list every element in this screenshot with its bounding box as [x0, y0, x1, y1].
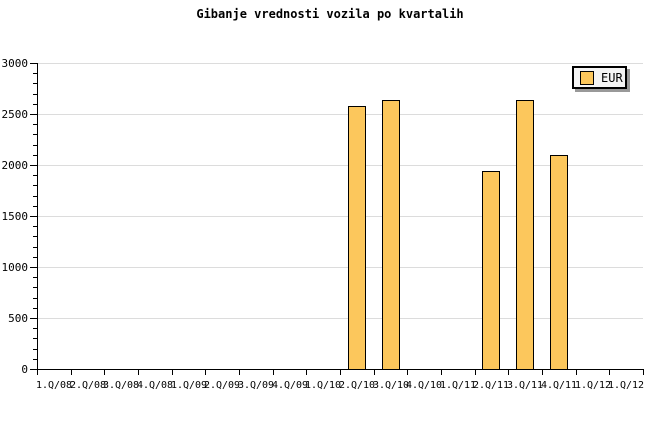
y-minor-tick: [33, 287, 37, 289]
bar-2.Q/10: [348, 105, 366, 370]
y-minor-tick: [33, 185, 37, 187]
y-axis-label: 1500: [1, 210, 29, 223]
legend-swatch-eur: [580, 70, 594, 85]
y-major-tick: [30, 216, 37, 217]
x-tick: [576, 370, 577, 375]
x-axis-label: 1.Q/08: [35, 380, 73, 391]
x-tick: [172, 370, 173, 375]
y-minor-tick: [33, 83, 37, 85]
x-axis-label: 1.Q/12: [574, 380, 612, 391]
y-gridline: [38, 318, 643, 319]
y-minor-tick: [33, 236, 37, 238]
y-gridline: [38, 114, 643, 115]
y-axis-label: 0: [21, 363, 28, 376]
y-minor-tick: [33, 226, 37, 228]
x-axis-label: 4.Q/09: [271, 380, 309, 391]
x-axis-label: 3.Q/09: [237, 380, 275, 391]
x-tick: [441, 370, 442, 375]
x-axis-line: [37, 369, 644, 370]
x-axis-label: 3.Q/11: [506, 380, 544, 391]
y-minor-tick: [33, 103, 37, 105]
y-minor-tick: [33, 338, 37, 340]
x-axis-label: 3.Q/08: [102, 380, 140, 391]
x-axis-label: 4.Q/08: [136, 380, 174, 391]
x-tick: [37, 370, 38, 375]
x-tick: [306, 370, 307, 375]
x-axis-label: 3.Q/10: [372, 380, 410, 391]
x-axis-label: 1.Q/10: [304, 380, 342, 391]
x-tick: [643, 370, 644, 375]
x-tick: [239, 370, 240, 375]
y-minor-tick: [33, 297, 37, 299]
chart-title: Gibanje vrednosti vozila po kvartalih: [196, 7, 464, 21]
y-axis-label: 3000: [1, 57, 29, 70]
x-axis-label: 4.Q/10: [405, 380, 443, 391]
x-tick: [138, 370, 139, 375]
bar-4.Q/11: [550, 154, 568, 370]
x-tick: [407, 370, 408, 375]
y-axis-label: 500: [8, 312, 28, 325]
y-minor-tick: [33, 93, 37, 95]
y-minor-tick: [33, 307, 37, 309]
y-minor-tick: [33, 348, 37, 350]
y-axis-label: 2000: [1, 159, 29, 172]
legend: EUR: [572, 66, 627, 89]
x-tick: [609, 370, 610, 375]
y-minor-tick: [33, 205, 37, 207]
x-tick: [508, 370, 509, 375]
y-minor-tick: [33, 144, 37, 146]
x-axis-label: 4.Q/11: [540, 380, 578, 391]
x-axis-label: 2.Q/09: [203, 380, 241, 391]
y-minor-tick: [33, 358, 37, 360]
x-tick: [104, 370, 105, 375]
y-minor-tick: [33, 195, 37, 197]
bar-3.Q/11: [516, 100, 534, 370]
y-gridline: [38, 165, 643, 166]
x-tick: [273, 370, 274, 375]
x-tick: [71, 370, 72, 375]
y-minor-tick: [33, 154, 37, 156]
x-axis-label: 1.Q/12: [607, 380, 645, 391]
y-minor-tick: [33, 124, 37, 126]
y-minor-tick: [33, 175, 37, 177]
y-gridline: [38, 216, 643, 217]
x-axis-label: 2.Q/11: [472, 380, 510, 391]
x-tick: [542, 370, 543, 375]
y-minor-tick: [33, 256, 37, 258]
y-minor-tick: [33, 277, 37, 279]
y-gridline: [38, 267, 643, 268]
y-minor-tick: [33, 328, 37, 330]
y-major-tick: [30, 114, 37, 115]
y-major-tick: [30, 165, 37, 166]
y-minor-tick: [33, 246, 37, 248]
y-axis-line: [37, 63, 38, 370]
legend-label: EUR: [601, 70, 623, 85]
x-axis-label: 2.Q/08: [69, 380, 107, 391]
x-tick: [205, 370, 206, 375]
y-gridline: [38, 63, 643, 64]
y-major-tick: [30, 63, 37, 64]
y-minor-tick: [33, 134, 37, 136]
x-axis-label: 1.Q/11: [439, 380, 477, 391]
y-major-tick: [30, 369, 37, 370]
x-axis-label: 1.Q/09: [170, 380, 208, 391]
x-tick: [340, 370, 341, 375]
y-major-tick: [30, 267, 37, 268]
x-tick: [475, 370, 476, 375]
y-major-tick: [30, 318, 37, 319]
y-axis-label: 1000: [1, 261, 29, 274]
bar-2.Q/11: [482, 171, 500, 370]
x-axis-label: 2.Q/10: [338, 380, 376, 391]
bar-3.Q/10: [382, 100, 400, 370]
x-tick: [374, 370, 375, 375]
y-axis-label: 2500: [1, 108, 29, 121]
y-minor-tick: [33, 73, 37, 75]
